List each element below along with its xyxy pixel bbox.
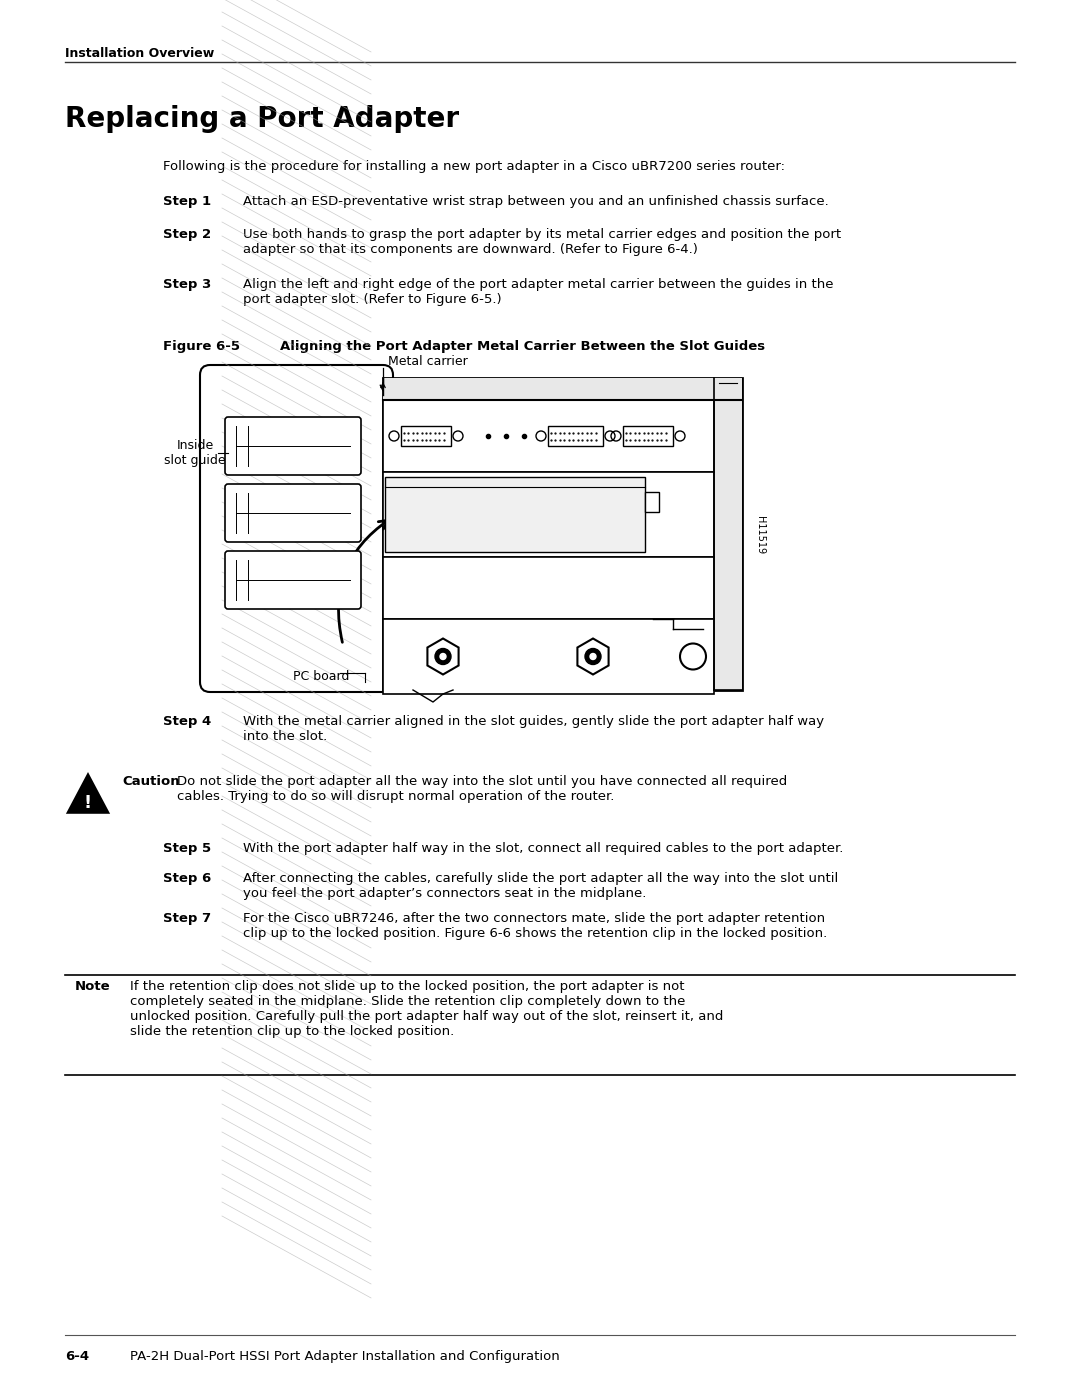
FancyBboxPatch shape	[225, 550, 361, 609]
Text: 6-4: 6-4	[65, 1350, 90, 1363]
Text: Align the left and right edge of the port adapter metal carrier between the guid: Align the left and right edge of the por…	[243, 278, 834, 306]
Polygon shape	[68, 775, 108, 813]
Circle shape	[435, 648, 451, 665]
Bar	[548, 426, 603, 446]
Text: PA-2H Dual-Port HSSI Port Adapter Installation and Configuration: PA-2H Dual-Port HSSI Port Adapter Instal…	[130, 1350, 559, 1363]
Bar	[623, 426, 673, 446]
Text: Step 3: Step 3	[163, 278, 212, 291]
Circle shape	[585, 648, 600, 665]
Text: PC board: PC board	[293, 671, 349, 683]
Bar	[384, 476, 645, 552]
Text: Step 4: Step 4	[163, 715, 212, 728]
Text: !: !	[84, 793, 92, 812]
Text: Step 1: Step 1	[163, 196, 211, 208]
Text: Attach an ESD-preventative wrist strap between you and an unfinished chassis sur: Attach an ESD-preventative wrist strap b…	[243, 196, 828, 208]
FancyBboxPatch shape	[225, 483, 361, 542]
Text: Figure 6-5: Figure 6-5	[163, 339, 240, 353]
Bar	[383, 557, 714, 619]
Text: Aligning the Port Adapter Metal Carrier Between the Slot Guides: Aligning the Port Adapter Metal Carrier …	[280, 339, 765, 353]
Text: Step 7: Step 7	[163, 912, 211, 925]
Circle shape	[590, 654, 596, 659]
Bar	[383, 379, 742, 690]
Text: With the port adapter half way in the slot, connect all required cables to the p: With the port adapter half way in the sl…	[243, 842, 843, 855]
Bar	[383, 379, 742, 400]
Text: With the metal carrier aligned in the slot guides, gently slide the port adapter: With the metal carrier aligned in the sl…	[243, 715, 824, 743]
Text: Note: Note	[75, 981, 110, 993]
Bar	[383, 619, 714, 694]
Text: Installation Overview: Installation Overview	[65, 47, 214, 60]
Text: Use both hands to grasp the port adapter by its metal carrier edges and position: Use both hands to grasp the port adapter…	[243, 228, 841, 256]
Text: Step 5: Step 5	[163, 842, 211, 855]
Polygon shape	[578, 638, 609, 675]
Text: H11519: H11519	[755, 515, 765, 555]
Bar	[645, 492, 659, 511]
Bar	[714, 379, 742, 690]
FancyBboxPatch shape	[225, 416, 361, 475]
Text: After connecting the cables, carefully slide the port adapter all the way into t: After connecting the cables, carefully s…	[243, 872, 838, 900]
Text: Replacing a Port Adapter: Replacing a Port Adapter	[65, 105, 459, 133]
Polygon shape	[428, 638, 459, 675]
Text: Step 2: Step 2	[163, 228, 211, 242]
Circle shape	[440, 654, 446, 659]
Text: Following is the procedure for installing a new port adapter in a Cisco uBR7200 : Following is the procedure for installin…	[163, 161, 785, 173]
Bar	[383, 472, 714, 557]
FancyBboxPatch shape	[200, 365, 393, 692]
Text: Caution: Caution	[122, 775, 179, 788]
Bar	[383, 400, 714, 472]
Text: For the Cisco uBR7246, after the two connectors mate, slide the port adapter ret: For the Cisco uBR7246, after the two con…	[243, 912, 827, 940]
Text: If the retention clip does not slide up to the locked position, the port adapter: If the retention clip does not slide up …	[130, 981, 724, 1038]
Text: Do not slide the port adapter all the way into the slot until you have connected: Do not slide the port adapter all the wa…	[177, 775, 787, 803]
Text: Metal carrier: Metal carrier	[388, 355, 468, 367]
Text: Step 6: Step 6	[163, 872, 212, 886]
Text: Inside
slot guide: Inside slot guide	[164, 439, 226, 467]
Bar	[401, 426, 451, 446]
